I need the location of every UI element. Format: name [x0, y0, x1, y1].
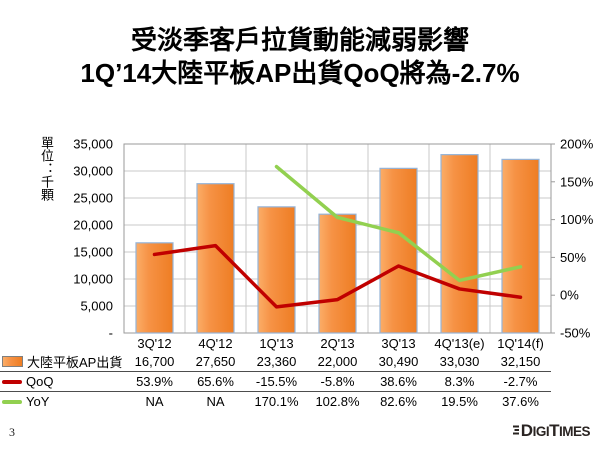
right-axis-tick-label: 0% — [560, 288, 579, 303]
legend-bar-swatch-icon — [2, 356, 23, 367]
digitimes-logo: D IGI T IMES — [512, 421, 591, 441]
legend-label: YoY — [0, 394, 124, 409]
table-cell: 37.6% — [502, 394, 539, 409]
y-axis-unit-label: 單位：千顆 — [39, 136, 54, 201]
logo-text-igi: IGI — [532, 424, 550, 439]
qoq-line — [152, 243, 523, 309]
table-cell: 30,490 — [378, 354, 419, 369]
logo-text-d: D — [520, 421, 533, 440]
left-axis-tick-label: 10,000 — [73, 272, 113, 287]
logo-text-imes: IMES — [558, 424, 591, 439]
shipment-bar — [135, 242, 174, 334]
right-axis-tick-label: -50% — [560, 326, 591, 341]
x-axis-label: 3Q'12 — [137, 336, 171, 351]
right-axis-tick-label: 100% — [560, 212, 594, 227]
shipment-bar — [501, 158, 540, 334]
shipment-bar — [379, 167, 418, 334]
left-axis-tick-label: 15,000 — [73, 245, 113, 260]
x-axis-label: 4Q'12 — [198, 336, 232, 351]
table-row: QoQ 53.9% 65.6% -15.5% -5.8% 38.6% 8.3% -2.7% — [0, 371, 551, 391]
legend-label: 大陸平板AP出貨 — [0, 352, 124, 371]
data-table: 大陸平板AP出貨 16,700 27,650 23,360 22,000 30,490 33… — [0, 352, 551, 411]
table-cell: 27,650 — [195, 354, 236, 369]
shipment-bar — [440, 154, 479, 334]
x-axis-label: 2Q'13 — [320, 336, 354, 351]
table-cell: 53.9% — [136, 374, 173, 389]
table-cell: 19.5% — [441, 394, 478, 409]
left-axis-tick-label: 5,000 — [80, 299, 113, 314]
series-name: YoY — [26, 394, 50, 409]
table-cell: NA — [206, 394, 225, 409]
legend-line-swatch-icon — [2, 379, 22, 384]
legend-label: QoQ — [0, 374, 124, 389]
table-cell: 65.6% — [197, 374, 234, 389]
table-cell: 33,030 — [439, 354, 480, 369]
chart-area: - 5,000 10,000 15,000 20,000 25,000 30,000 35,0… — [0, 119, 600, 354]
table-cell: -15.5% — [255, 374, 298, 389]
page-number: 3 — [9, 425, 15, 439]
right-axis-tick-label: 200% — [560, 137, 594, 152]
chart-title-line2: 1Q’14大陸平板AP出貨QoQ將為-2.7% — [80, 58, 520, 88]
shipment-bar — [257, 206, 296, 334]
table-cell: NA — [145, 394, 164, 409]
series-name: 大陸平板AP出貨 — [27, 355, 123, 370]
table-cell: 22,000 — [317, 354, 358, 369]
x-axis-label: 3Q'13 — [381, 336, 415, 351]
x-axis-label: 1Q'13 — [259, 336, 293, 351]
table-cell: 32,150 — [500, 354, 541, 369]
left-axis-tick-label: - — [109, 326, 113, 341]
table-cell: 170.1% — [254, 394, 299, 409]
table-cell: 82.6% — [380, 394, 417, 409]
x-axis-label: 4Q'13(e) — [434, 336, 484, 351]
table-row: 大陸平板AP出貨 16,700 27,650 23,360 22,000 30,490 33… — [0, 352, 551, 371]
table-cell: -2.7% — [503, 374, 538, 389]
chart-title: 受淡季客戶拉貨動能減弱影響 1Q’14大陸平板AP出貨QoQ將為-2.7% — [0, 24, 600, 90]
logo-speedlines-icon — [512, 423, 520, 441]
logo-text-t: T — [549, 421, 559, 440]
right-axis-tick-label: 50% — [560, 250, 586, 265]
table-cell: -5.8% — [320, 374, 355, 389]
table-cell: 102.8% — [315, 394, 360, 409]
table-row: YoY NA NA 170.1% 102.8% 82.6% 19.5% 37.6% — [0, 391, 551, 411]
chart-title-line1: 受淡季客戶拉貨動能減弱影響 — [130, 25, 469, 55]
x-axis-label: 1Q'14(f) — [497, 336, 544, 351]
left-axis-tick-label: 30,000 — [73, 164, 113, 179]
table-cell: 8.3% — [444, 374, 475, 389]
left-axis-tick-label: 35,000 — [73, 137, 113, 152]
table-cell: 38.6% — [380, 374, 417, 389]
chart-svg: - 5,000 10,000 15,000 20,000 25,000 30,000 35,0… — [73, 137, 594, 352]
right-axis-tick-label: 150% — [560, 174, 594, 189]
table-cell: 16,700 — [134, 354, 175, 369]
series-name: QoQ — [26, 374, 54, 389]
table-cell: 23,360 — [256, 354, 297, 369]
legend-line-swatch-icon — [2, 399, 22, 404]
yoy-line — [274, 164, 523, 283]
left-axis-tick-label: 25,000 — [73, 191, 113, 206]
shipment-bar — [318, 213, 357, 334]
left-axis-tick-label: 20,000 — [73, 218, 113, 233]
